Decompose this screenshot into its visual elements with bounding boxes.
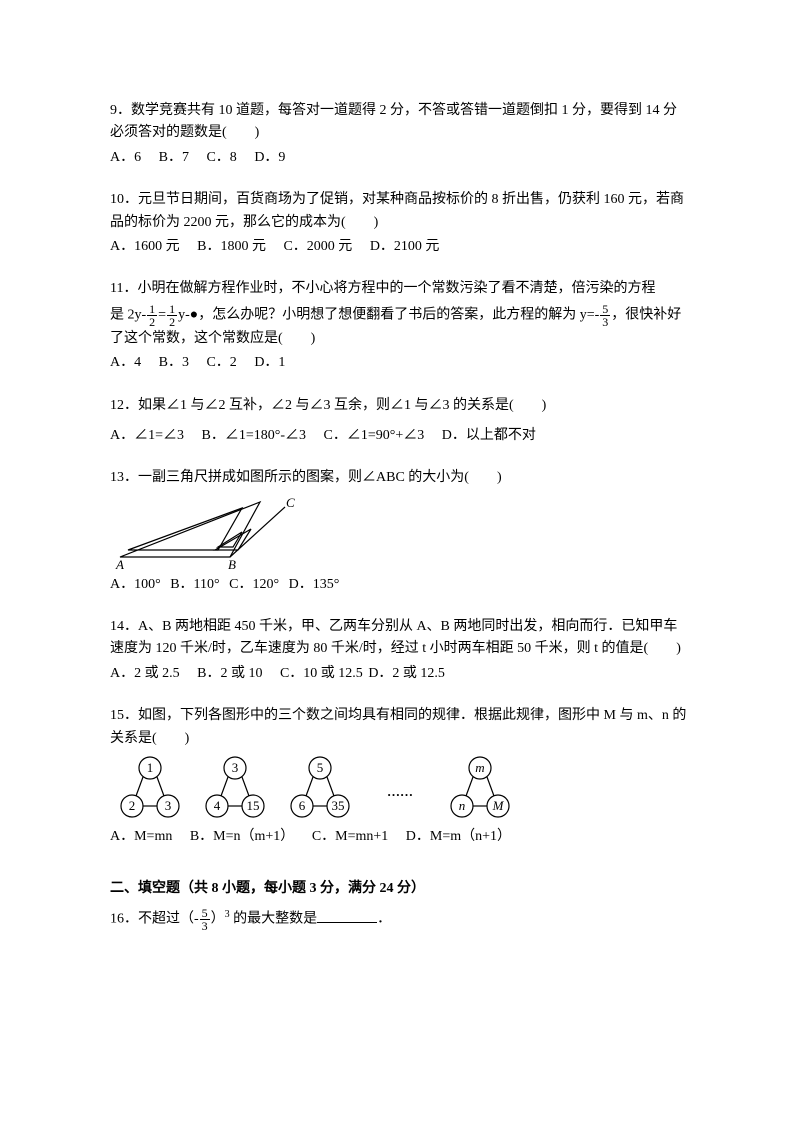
q10-options: A．1600 元 B．1800 元 C．2000 元 D．2100 元 [110, 236, 690, 258]
q15-opt-d: D．M=m（n+1） [406, 826, 511, 848]
dots: …… [387, 784, 413, 799]
q16-suffix-a: ） [211, 912, 225, 927]
q11-line1: 11．小明在做解方程作业时，不小心将方程中的一个常数污染了看不清楚，倍污染的方程 [110, 278, 690, 300]
q11-mid-c: y-●，怎么办呢？小明想了想便翻看了书后的答案，此方程的解为 y=- [178, 307, 599, 322]
q11-opt-c: C．2 [206, 352, 236, 374]
q11-frac2: 12 [167, 303, 177, 328]
q14-opt-d: D．2 或 12.5 [368, 663, 445, 685]
q11-frac3: 53 [600, 303, 610, 328]
q13-opt-b: B．110° [170, 574, 219, 596]
q10-opt-d: D．2100 元 [370, 236, 440, 258]
g2-right: 15 [247, 798, 260, 813]
g2-left: 4 [214, 798, 221, 813]
q11-opt-d: D．1 [254, 352, 285, 374]
q9-opt-a: A．6 [110, 147, 141, 169]
q10-opt-c: C．2000 元 [283, 236, 352, 258]
q16-frac: 53 [200, 907, 210, 932]
question-11: 11．小明在做解方程作业时，不小心将方程中的一个常数污染了看不清楚，倍污染的方程… [110, 278, 690, 374]
q12-opt-a: A．∠1=∠3 [110, 425, 184, 447]
q16-suffix-b: 的最大整数是 [230, 912, 318, 927]
g1-right: 3 [165, 798, 172, 813]
question-15: 15．如图，下列各图形中的三个数之间均具有相同的规律．根据此规律，图形中 M 与… [110, 705, 690, 848]
q12-opt-c: C．∠1=90°+∠3 [324, 425, 425, 447]
q9-text: 9．数学竞赛共有 10 道题，每答对一道题得 2 分，不答或答错一道题倒扣 1 … [110, 100, 690, 145]
q9-opt-d: D．9 [254, 147, 285, 169]
q13-opt-d: D．135° [289, 574, 340, 596]
q14-opt-c: C．10 或 12.5 [280, 663, 363, 685]
q11-line2: 是 2y-12=12y-●，怎么办呢？小明想了想便翻看了书后的答案，此方程的解为… [110, 303, 690, 350]
circle-pattern-figure: 1 2 3 3 4 15 5 6 35 …… m n M [110, 752, 550, 824]
q13-opt-c: C．120° [229, 574, 279, 596]
q11-mid-a: 是 2y- [110, 307, 146, 322]
question-16: 16．不超过（-53）3 的最大整数是． [110, 907, 690, 932]
q12-opt-d: D．以上都不对 [442, 425, 536, 447]
q15-opt-c: C．M=mn+1 [312, 826, 388, 848]
question-14: 14．A、B 两地相距 450 千米，甲、乙两车分别从 A、B 两地同时出发，相… [110, 616, 690, 685]
section-2-heading: 二、填空题（共 8 小题，每小题 3 分，满分 24 分） [110, 878, 690, 900]
g3-left: 6 [299, 798, 306, 813]
q9-opt-c: C．8 [206, 147, 236, 169]
q16-prefix: 16．不超过（- [110, 912, 199, 927]
q12-options: A．∠1=∠3 B．∠1=180°-∠3 C．∠1=90°+∠3 D．以上都不对 [110, 425, 690, 447]
q16-period: ． [377, 912, 391, 927]
g3-right: 35 [332, 798, 345, 813]
g4-top: m [475, 760, 484, 775]
label-A: A [115, 557, 124, 572]
q14-text: 14．A、B 两地相距 450 千米，甲、乙两车分别从 A、B 两地同时出发，相… [110, 616, 690, 661]
q9-options: A．6 B．7 C．8 D．9 [110, 147, 690, 169]
q11-opt-b: B．3 [159, 352, 189, 374]
q11-options: A．4 B．3 C．2 D．1 [110, 352, 690, 374]
q15-opt-b: B．M=n（m+1） [190, 826, 294, 848]
q9-opt-b: B．7 [159, 147, 189, 169]
q11-opt-a: A．4 [110, 352, 141, 374]
g3-top: 5 [317, 760, 324, 775]
g1-top: 1 [147, 760, 154, 775]
q10-opt-b: B．1800 元 [197, 236, 266, 258]
q15-options: A．M=mn B．M=n（m+1） C．M=mn+1 D．M=m（n+1） [110, 826, 690, 848]
q10-text: 10．元旦节日期间，百货商场为了促销，对某种商品按标价的 8 折出售，仍获利 1… [110, 189, 690, 234]
question-9: 9．数学竞赛共有 10 道题，每答对一道题得 2 分，不答或答错一道题倒扣 1 … [110, 100, 690, 169]
q14-opt-b: B．2 或 10 [197, 663, 262, 685]
q12-text: 12．如果∠1 与∠2 互补，∠2 与∠3 互余，则∠1 与∠3 的关系是( ) [110, 395, 690, 417]
g4-left: n [459, 798, 466, 813]
question-12: 12．如果∠1 与∠2 互补，∠2 与∠3 互余，则∠1 与∠3 的关系是( )… [110, 395, 690, 448]
q13-options: A．100° B．110° C．120° D．135° [110, 574, 690, 596]
q15-text: 15．如图，下列各图形中的三个数之间均具有相同的规律．根据此规律，图形中 M 与… [110, 705, 690, 750]
g4-right: M [492, 798, 505, 813]
label-B: B [228, 557, 236, 572]
g1-left: 2 [129, 798, 136, 813]
q15-opt-a: A．M=mn [110, 826, 172, 848]
question-10: 10．元旦节日期间，百货商场为了促销，对某种商品按标价的 8 折出售，仍获利 1… [110, 189, 690, 258]
q13-text: 13．一副三角尺拼成如图所示的图案，则∠ABC 的大小为( ) [110, 467, 690, 489]
q14-options: A．2 或 2.5 B．2 或 10 C．10 或 12.5 D．2 或 12.… [110, 663, 690, 685]
triangle-ruler-figure: A B C [110, 492, 300, 572]
question-13: 13．一副三角尺拼成如图所示的图案，则∠ABC 的大小为( ) A B C A．… [110, 467, 690, 596]
q11-frac1: 12 [147, 303, 157, 328]
label-C: C [286, 495, 295, 510]
q12-opt-b: B．∠1=180°-∠3 [202, 425, 307, 447]
q14-opt-a: A．2 或 2.5 [110, 663, 180, 685]
q11-mid-b: = [158, 307, 166, 322]
q13-opt-a: A．100° [110, 574, 161, 596]
q10-opt-a: A．1600 元 [110, 236, 180, 258]
g2-top: 3 [232, 760, 239, 775]
q16-blank [317, 922, 377, 923]
